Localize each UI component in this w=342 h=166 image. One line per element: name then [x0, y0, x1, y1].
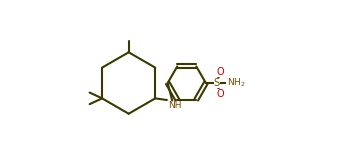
Text: NH$_2$: NH$_2$ [227, 77, 246, 89]
Text: O: O [217, 67, 225, 77]
Text: NH: NH [168, 101, 181, 110]
Text: S: S [214, 78, 220, 88]
Text: O: O [217, 89, 225, 99]
